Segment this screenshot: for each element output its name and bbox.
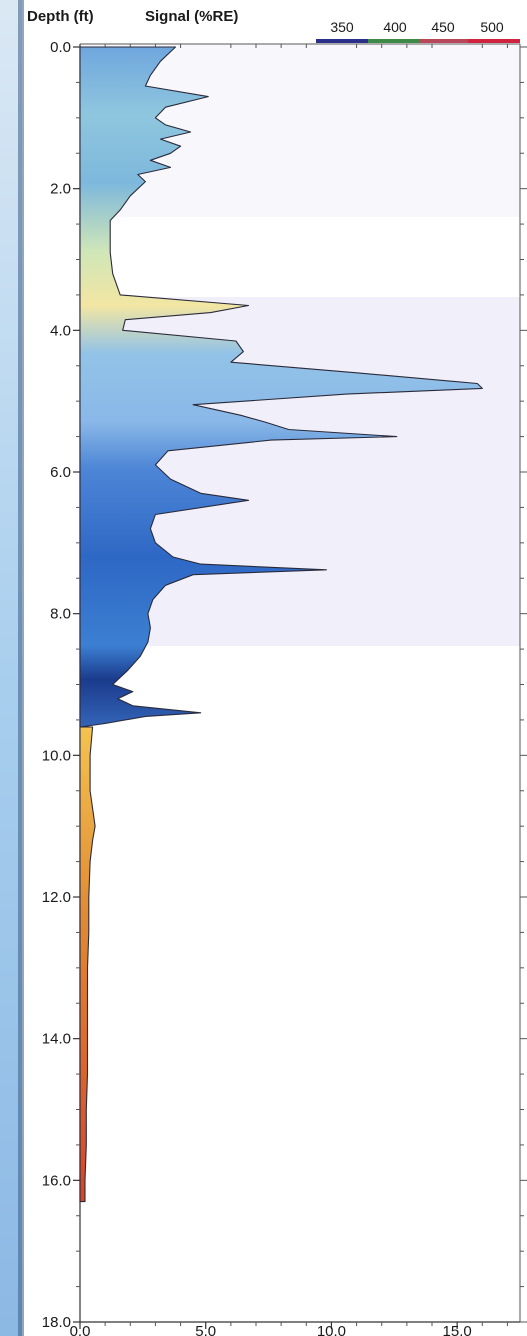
legend-color-bar (316, 39, 520, 43)
legend-label-400: 400 (383, 19, 407, 35)
legend-swatch-350 (316, 39, 368, 43)
y-tick-label: 8.0 (50, 606, 71, 623)
signal-header: Signal (%RE) (145, 8, 238, 25)
legend-label-350: 350 (330, 19, 354, 35)
legend-swatch-400 (368, 39, 420, 43)
y-tick-label: 14.0 (42, 1031, 71, 1048)
depth-header: Depth (ft) (27, 8, 94, 25)
legend-swatch-500 (468, 39, 520, 43)
signal-area-2 (79, 726, 96, 1203)
signal-area-1 (79, 46, 483, 728)
y-tick-label: 12.0 (42, 889, 71, 906)
y-axis-ticks: 0.0 2.0 4.0 6.0 8.0 10.0 12.0 14.0 16.0 18.0 (42, 39, 80, 1331)
background-strip (18, 0, 24, 1336)
x-tick-label: 15.0 (443, 1323, 472, 1336)
y-tick-label: 6.0 (50, 464, 71, 481)
y-tick-label: 4.0 (50, 322, 71, 339)
y-tick-label: 16.0 (42, 1172, 71, 1189)
plot-area (79, 46, 483, 1203)
legend: 350 400 450 500 (316, 19, 520, 43)
x-axis-ticks: 0.0 5.0 10.0 15.0 (70, 44, 508, 1336)
legend-swatch-450 (420, 39, 468, 43)
x-tick-label: 5.0 (195, 1323, 216, 1336)
background-panel (0, 0, 22, 1336)
right-axis-ticks (520, 46, 527, 1323)
legend-label-500: 500 (480, 19, 504, 35)
legend-label-450: 450 (431, 19, 455, 35)
x-tick-label: 0.0 (70, 1323, 91, 1336)
y-tick-label: 0.0 (50, 39, 71, 56)
y-tick-label: 10.0 (42, 747, 71, 764)
y-tick-label: 2.0 (50, 181, 71, 198)
y-tick-label: 18.0 (42, 1314, 71, 1331)
x-tick-label: 10.0 (317, 1323, 346, 1336)
